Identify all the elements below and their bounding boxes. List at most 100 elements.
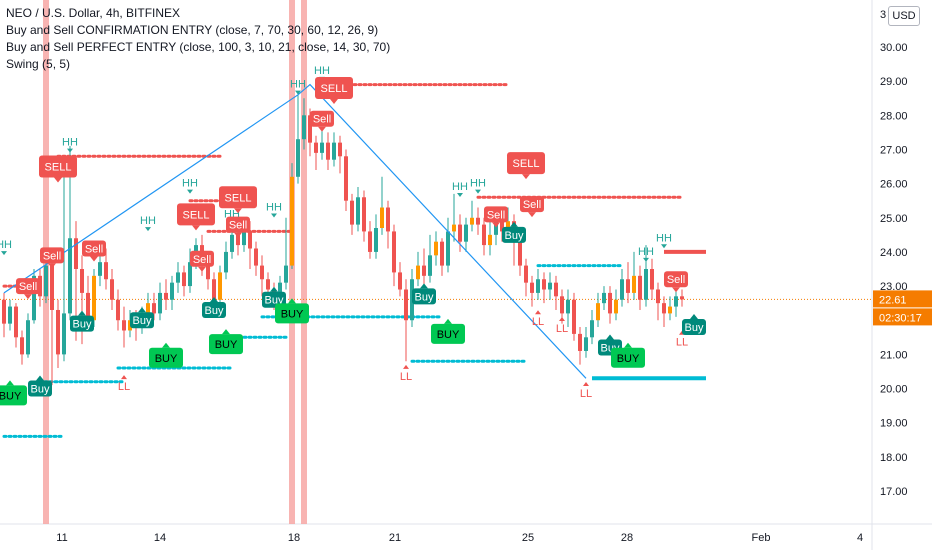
swing-marker-icon bbox=[295, 90, 301, 95]
candle-body bbox=[440, 241, 444, 266]
swing-marker-icon bbox=[457, 193, 463, 198]
candle-body bbox=[212, 279, 216, 300]
candle-body bbox=[392, 231, 396, 273]
signal-buy-big: BUY bbox=[0, 380, 27, 406]
signal-label: Sell bbox=[313, 114, 331, 126]
signal-box bbox=[130, 312, 154, 329]
signal-label: SELL bbox=[321, 83, 348, 95]
swing-marker-icon bbox=[583, 381, 589, 386]
legend-symbol: NEO / U.S. Dollar, 4h, BITFINEX bbox=[6, 6, 181, 20]
signal-sell-big: SELL bbox=[315, 76, 353, 104]
price-tick-label: 29.00 bbox=[880, 76, 908, 88]
candle-body bbox=[122, 320, 126, 331]
candle-body bbox=[434, 241, 438, 256]
swing-marker-icon bbox=[271, 213, 277, 218]
signal-label: SELL bbox=[513, 158, 540, 170]
signal-box bbox=[310, 110, 334, 127]
swing-label-hh: HH bbox=[452, 181, 468, 193]
signal-sell-small: Sell bbox=[82, 240, 106, 262]
price-tick-label: 24.00 bbox=[880, 247, 908, 259]
signal-arrow-icon bbox=[162, 342, 170, 348]
signal-arrow-icon bbox=[24, 294, 32, 300]
signal-buy-small: Buy bbox=[28, 375, 52, 397]
candle-body bbox=[446, 231, 450, 266]
candle-body bbox=[650, 269, 654, 290]
candle-body bbox=[266, 279, 270, 290]
currency-button[interactable]: USD bbox=[888, 6, 920, 26]
candle-body bbox=[470, 217, 474, 225]
candle-body bbox=[164, 292, 168, 300]
time-tick-label: 25 bbox=[522, 532, 534, 544]
signal-arrow-icon bbox=[444, 318, 452, 324]
candle-body bbox=[218, 272, 222, 300]
candle-body bbox=[494, 221, 498, 235]
price-tick-label: 30.00 bbox=[880, 42, 908, 54]
swing-label-hh: HH bbox=[656, 232, 672, 244]
candle-body bbox=[176, 272, 180, 283]
candle-body bbox=[332, 142, 336, 160]
signal-sell-big: SELL bbox=[39, 155, 77, 183]
signal-arrow-icon bbox=[492, 222, 500, 228]
candle-body bbox=[644, 269, 648, 300]
candle-body bbox=[56, 309, 60, 355]
candle-body bbox=[188, 262, 192, 287]
candle-body bbox=[428, 255, 432, 276]
candle-body bbox=[572, 299, 576, 334]
candle-body bbox=[110, 279, 114, 300]
signal-label: Sell bbox=[487, 209, 505, 221]
candle-body bbox=[602, 292, 606, 304]
candle-body bbox=[170, 282, 174, 300]
candle-body bbox=[86, 292, 90, 321]
swing-label-ll: LL bbox=[580, 388, 592, 400]
signal-label: Sell bbox=[193, 254, 211, 266]
swing-marker-icon bbox=[559, 317, 565, 322]
signal-buy-big: BUY bbox=[275, 298, 309, 324]
signal-label: Buy bbox=[505, 230, 524, 242]
time-tick-label: 18 bbox=[288, 532, 300, 544]
signal-buy-big: BUY bbox=[611, 342, 645, 368]
swing-marker-icon bbox=[661, 244, 667, 249]
signal-box bbox=[520, 196, 544, 213]
swing-label-ll: LL bbox=[118, 381, 130, 393]
signal-buy-small: Buy bbox=[202, 296, 226, 318]
signal-box bbox=[502, 226, 526, 243]
signal-arrow-icon bbox=[624, 342, 632, 348]
signal-label: BUY bbox=[215, 339, 238, 351]
candle-body bbox=[524, 265, 528, 283]
candle-body bbox=[590, 320, 594, 338]
swing-label-ll: LL bbox=[400, 371, 412, 383]
price-tick-label: 21.00 bbox=[880, 349, 908, 361]
candle-body bbox=[224, 251, 228, 273]
price-tick-label: 3 bbox=[880, 9, 886, 21]
signal-label: SELL bbox=[183, 209, 210, 221]
signal-label: Buy bbox=[73, 319, 92, 331]
signal-sell-small: Sell bbox=[484, 206, 508, 228]
signal-label: Sell bbox=[43, 250, 61, 262]
candle-body bbox=[32, 275, 36, 321]
signal-arrow-icon bbox=[78, 310, 86, 316]
swing-label-hh: HH bbox=[290, 79, 306, 91]
swing-marker-icon bbox=[67, 148, 73, 153]
candle-body bbox=[506, 221, 510, 232]
signal-box bbox=[0, 385, 27, 406]
candle-body bbox=[98, 262, 102, 276]
candle-body bbox=[458, 224, 462, 242]
signal-arrow-icon bbox=[420, 283, 428, 289]
candle-body bbox=[674, 296, 678, 307]
candle-body bbox=[566, 299, 570, 314]
swing-marker-icon bbox=[475, 189, 481, 194]
price-tick-label: 20.00 bbox=[880, 384, 908, 396]
signal-label: Buy bbox=[133, 315, 152, 327]
candle-body bbox=[584, 337, 588, 351]
chart-legend: NEO / U.S. Dollar, 4h, BITFINEX Buy and … bbox=[6, 5, 390, 73]
signal-arrow-icon bbox=[234, 232, 242, 238]
candle-body bbox=[68, 238, 72, 314]
candle-body bbox=[632, 275, 636, 293]
candle-body bbox=[278, 282, 282, 300]
time-tick-label: 4 bbox=[857, 532, 863, 544]
swing-label-hh: HH bbox=[638, 246, 654, 258]
candle-body bbox=[8, 306, 12, 324]
signal-box bbox=[202, 301, 226, 318]
signal-box bbox=[40, 247, 64, 264]
